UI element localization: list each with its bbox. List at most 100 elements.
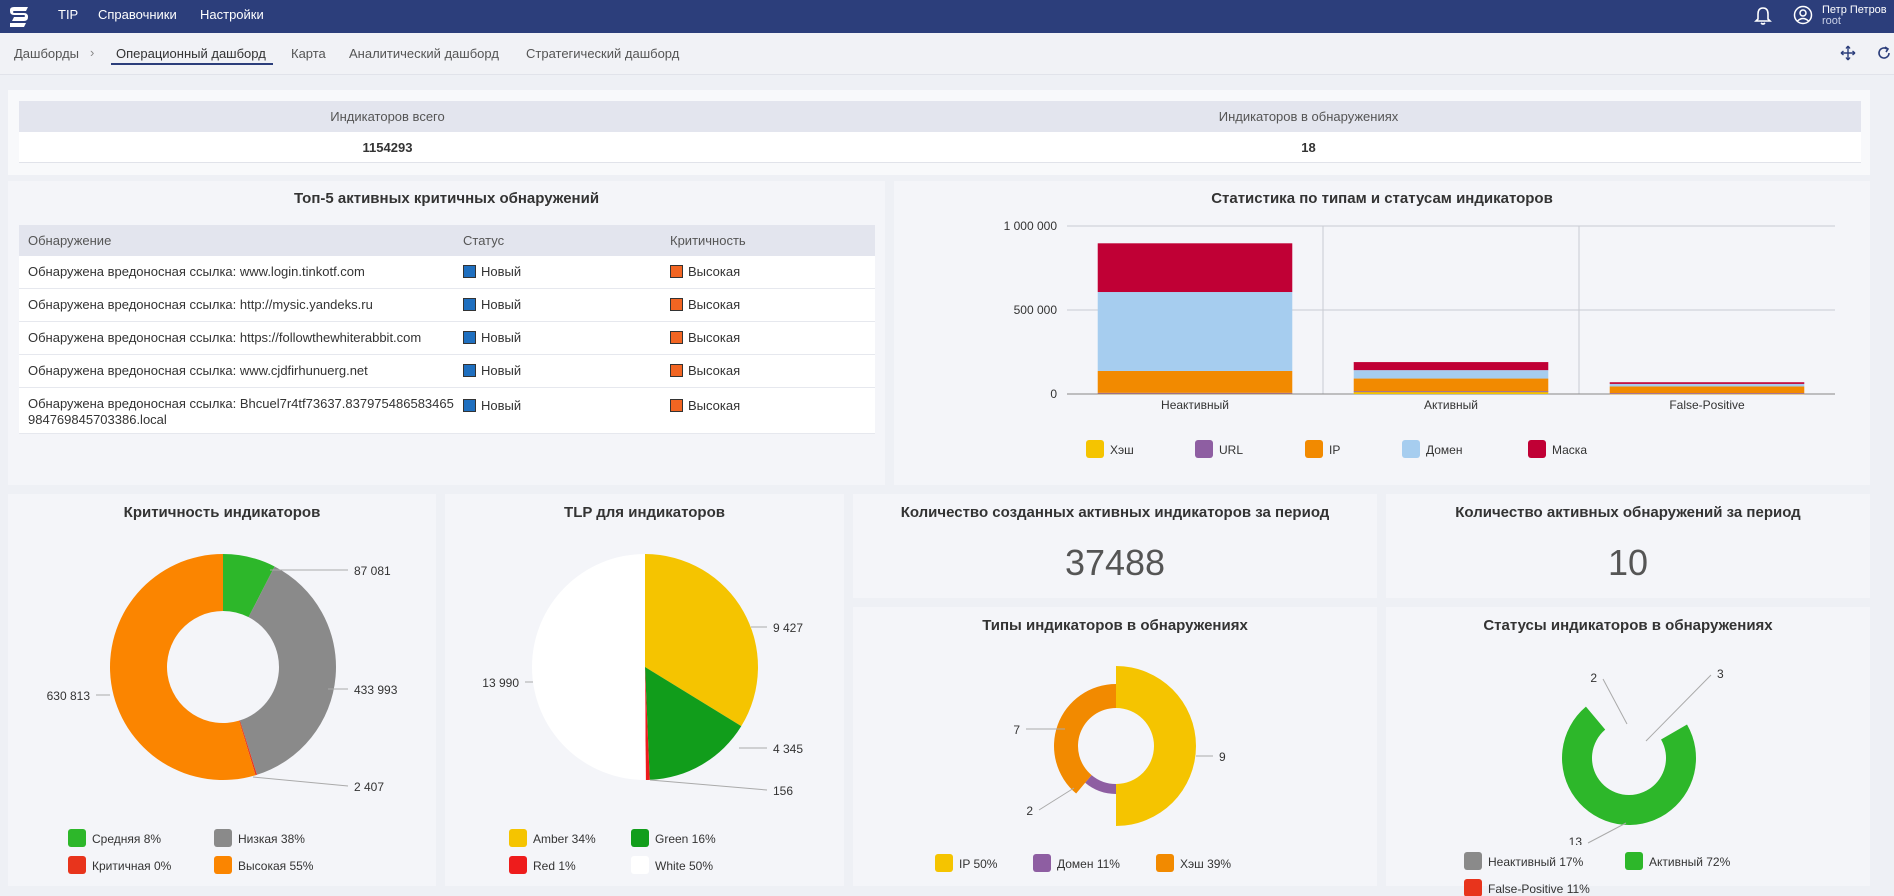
- legend-swatch: [68, 829, 86, 847]
- tlp-pie-chart: 9 4274 34515613 990: [445, 534, 844, 814]
- legend-white[interactable]: White 50%: [631, 856, 713, 874]
- topnav-settings[interactable]: Настройки: [200, 7, 264, 22]
- chevron-right-icon: ›: [90, 45, 94, 60]
- severity-cell: Высокая: [670, 297, 740, 313]
- legend-swatch: [1464, 852, 1482, 870]
- user-avatar-icon[interactable]: [1793, 5, 1813, 25]
- pie-slice[interactable]: [1116, 666, 1196, 826]
- severity-cell: Высокая: [670, 398, 740, 414]
- detection-cell: Обнаружена вредоносная ссылка: Bhcuel7r4…: [28, 396, 456, 428]
- detection-cell: Обнаружена вредоносная ссылка: www.login…: [28, 264, 456, 280]
- topnav-directories[interactable]: Справочники: [98, 7, 177, 22]
- legend-swatch: [631, 856, 649, 874]
- detection-cell: Обнаружена вредоносная ссылка: www.cjdfi…: [28, 363, 456, 379]
- detection-cell: Обнаружена вредоносная ссылка: https://f…: [28, 330, 456, 346]
- legend-swatch: [68, 856, 86, 874]
- status-cell: Новый: [463, 297, 521, 313]
- legend-false-positive[interactable]: False-Positive 11%: [1464, 879, 1590, 896]
- refresh-icon[interactable]: [1876, 45, 1892, 61]
- table-row[interactable]: Обнаружена вредоносная ссылка: www.cjdfi…: [19, 355, 875, 388]
- bar-segment[interactable]: [1354, 362, 1549, 370]
- pie-slice[interactable]: [532, 554, 646, 780]
- legend-red[interactable]: Red 1%: [509, 856, 576, 874]
- legend-swatch: [631, 829, 649, 847]
- legend-label: URL: [1219, 443, 1243, 457]
- table-row[interactable]: Обнаружена вредоносная ссылка: Bhcuel7r4…: [19, 388, 875, 434]
- severity-marker: [670, 331, 683, 344]
- legend-ip[interactable]: IP 50%: [935, 854, 997, 872]
- app-logo-icon[interactable]: [6, 4, 32, 30]
- column-header-status[interactable]: Статус: [463, 233, 504, 248]
- legend-swatch: [214, 856, 232, 874]
- bar-segment[interactable]: [1610, 382, 1805, 384]
- legend-swatch: [1402, 440, 1420, 458]
- legend-domain[interactable]: Домен 11%: [1033, 854, 1120, 872]
- bar-segment[interactable]: [1098, 292, 1293, 371]
- bar-segment[interactable]: [1098, 393, 1293, 394]
- pie-slice[interactable]: [1605, 721, 1629, 730]
- bar-segment[interactable]: [1354, 391, 1549, 392]
- bar-segment[interactable]: [1610, 393, 1805, 394]
- data-label: 3: [1717, 667, 1724, 681]
- legend-label: Хэш: [1110, 443, 1134, 457]
- legend-item[interactable]: IP: [1305, 440, 1340, 458]
- table-row[interactable]: Обнаружена вредоносная ссылка: http://my…: [19, 289, 875, 322]
- legend-amber[interactable]: Amber 34%: [509, 829, 596, 847]
- y-tick-1000000: 1 000 000: [1004, 219, 1058, 233]
- tab-map[interactable]: Карта: [291, 46, 326, 61]
- legend-green[interactable]: Green 16%: [631, 829, 716, 847]
- bar-segment[interactable]: [1610, 384, 1805, 387]
- topnav-tip[interactable]: TIP: [58, 7, 78, 22]
- legend-swatch: [509, 829, 527, 847]
- severity-marker: [670, 364, 683, 377]
- data-label: 9 427: [773, 621, 803, 635]
- column-header-severity[interactable]: Критичность: [670, 233, 746, 248]
- data-label: 7: [1013, 723, 1020, 737]
- legend-item[interactable]: Маска: [1528, 440, 1587, 458]
- status-cell: Новый: [463, 264, 521, 280]
- created-title: Количество созданных активных индикаторо…: [853, 504, 1377, 521]
- pie-slice[interactable]: [1054, 684, 1116, 793]
- tab-strategic-dashboard[interactable]: Стратегический дашборд: [526, 46, 679, 61]
- bar-segment[interactable]: [1098, 371, 1293, 393]
- severity-marker: [670, 298, 683, 311]
- legend-item[interactable]: URL: [1195, 440, 1243, 458]
- status-marker: [463, 331, 476, 344]
- top5-table-header: Обнаружение Статус Критичность: [19, 225, 875, 256]
- status-marker: [463, 364, 476, 377]
- move-icon[interactable]: [1840, 45, 1856, 61]
- legend-inactive[interactable]: Неактивный 17%: [1464, 852, 1583, 870]
- legend-active[interactable]: Активный 72%: [1625, 852, 1730, 870]
- statuses-in-detections-panel: Статусы индикаторов в обнаружениях 2 3 13 …: [1386, 607, 1870, 886]
- severity-marker: [670, 399, 683, 412]
- criticality-panel: Критичность индикаторов 87 081 433 993 2 4…: [8, 494, 436, 886]
- active-detections-title: Количество активных обнаружений за перио…: [1386, 504, 1870, 521]
- statuses-title: Статусы индикаторов в обнаружениях: [1386, 617, 1870, 634]
- legend-low[interactable]: Низкая 38%: [214, 829, 305, 847]
- bar-segment[interactable]: [1098, 243, 1293, 292]
- column-header-detection[interactable]: Обнаружение: [28, 233, 111, 248]
- legend-critical[interactable]: Критичная 0%: [68, 856, 171, 874]
- bar-segment[interactable]: [1354, 370, 1549, 378]
- data-label: 2 407: [354, 780, 384, 794]
- kpi-total-value: 1154293: [19, 132, 756, 163]
- severity-text: Высокая: [688, 297, 740, 312]
- table-row[interactable]: Обнаружена вредоносная ссылка: www.login…: [19, 256, 875, 289]
- active-detections-panel: Количество активных обнаружений за перио…: [1386, 494, 1870, 598]
- pie-slice[interactable]: [1562, 707, 1696, 825]
- legend-item[interactable]: Домен: [1402, 440, 1463, 458]
- legend-medium[interactable]: Средняя 8%: [68, 829, 161, 847]
- bar-segment[interactable]: [1354, 379, 1549, 392]
- tlp-panel: TLP для индикаторов 9 427 4 345 156 13 990 …: [445, 494, 844, 886]
- legend-swatch: [1033, 854, 1051, 872]
- bell-icon[interactable]: [1754, 6, 1772, 26]
- table-row[interactable]: Обнаружена вредоносная ссылка: https://f…: [19, 322, 875, 355]
- pie-slice[interactable]: [1085, 775, 1116, 794]
- tab-operational-dashboard[interactable]: Операционный дашборд: [116, 46, 266, 61]
- breadcrumb-dashboards[interactable]: Дашборды: [14, 46, 79, 61]
- legend-item[interactable]: Хэш: [1086, 440, 1134, 458]
- legend-hash[interactable]: Хэш 39%: [1156, 854, 1231, 872]
- legend-high[interactable]: Высокая 55%: [214, 856, 313, 874]
- tab-analytical-dashboard[interactable]: Аналитический дашборд: [349, 46, 499, 61]
- bar-segment[interactable]: [1610, 386, 1805, 393]
